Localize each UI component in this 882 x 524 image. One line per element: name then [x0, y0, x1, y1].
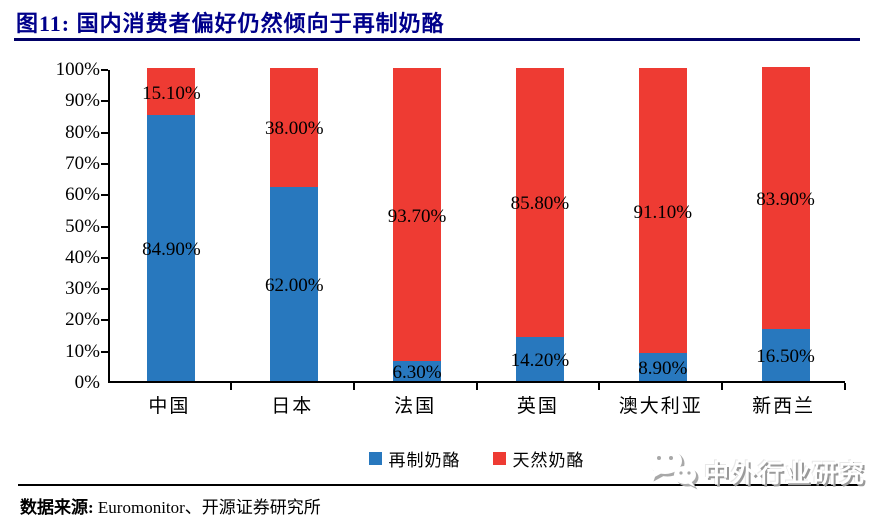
y-axis-label: 70% [65, 152, 100, 174]
bar-value-label-natural: 83.90% [756, 189, 815, 211]
data-source-text: Euromonitor、开源证券研究所 [93, 498, 321, 517]
x-category-label: 澳大利亚 [618, 396, 703, 417]
y-axis-label: 50% [65, 215, 100, 237]
bar-value-label-processed: 14.20% [510, 349, 570, 371]
legend-item: 再制奶酪 [368, 446, 461, 471]
bar-segment-natural [761, 66, 810, 330]
figure-title: 图11: 国内消费者偏好仍然倾向于再制奶酪 [16, 11, 445, 36]
bar-value-label-processed: 6.30% [392, 362, 442, 384]
bar-segment-natural [270, 68, 319, 187]
x-category-label: 英国 [516, 396, 559, 417]
x-axis-tick [844, 383, 846, 390]
legend-item: 天然奶酪 [492, 446, 585, 471]
x-axis-tick [475, 383, 478, 390]
y-axis-tick [101, 69, 108, 71]
y-axis-label: 40% [65, 246, 100, 268]
legend-swatch [492, 452, 506, 465]
bar-value-label-natural: 38.00% [264, 118, 324, 140]
x-category-label: 法国 [394, 396, 437, 417]
y-axis-tick [101, 288, 108, 291]
bar-segment-processed [393, 361, 442, 381]
y-axis-tick [101, 194, 108, 197]
legend-swatch [368, 452, 382, 465]
y-axis-tick [101, 319, 108, 322]
bar-value-label-natural: 91.10% [633, 201, 693, 223]
footer-divider [18, 484, 862, 486]
y-axis-tick [101, 162, 108, 165]
wechat-icon [644, 446, 700, 497]
title-divider [14, 38, 860, 41]
x-category-label: 日本 [271, 396, 314, 417]
bar-segment-processed [147, 115, 196, 381]
data-source-line: 数据来源: Euromonitor、开源证券研究所 [20, 493, 321, 518]
x-axis-tick [598, 383, 601, 390]
y-axis-tick [101, 256, 108, 259]
bar-value-label-natural: 93.70% [387, 205, 447, 227]
bar-segment-processed [761, 329, 810, 381]
chart-plot-area: 84.90% 15.10% 62.00% 38.00% 6.30% 93.70% 14.20… [108, 66, 845, 384]
y-axis-label: 60% [65, 184, 100, 206]
y-axis-label: 100% [55, 59, 100, 80]
bar-value-label-natural: 85.80% [510, 193, 570, 215]
x-category-label: 新西兰 [752, 396, 816, 417]
x-axis-tick [352, 383, 355, 390]
bar-segment-natural [147, 68, 196, 116]
y-axis-label: 80% [65, 121, 100, 143]
y-axis-tick [101, 131, 108, 134]
bar-segment-natural [393, 68, 442, 362]
bar-segment-processed [638, 353, 687, 381]
y-axis-label: 20% [65, 309, 100, 331]
y-axis-label: 0% [74, 372, 100, 393]
y-axis-label: 90% [65, 90, 100, 112]
bar-value-label-processed: 62.00% [264, 274, 324, 296]
legend-label: 天然奶酪 [512, 451, 585, 470]
x-axis-tick [229, 383, 232, 390]
bar-segment-processed [270, 186, 319, 381]
bar-value-label-processed: 16.50% [756, 346, 815, 368]
x-category-label: 中国 [148, 396, 191, 417]
chart-legend: 再制奶酪 天然奶酪 [108, 446, 845, 471]
legend-label: 再制奶酪 [388, 451, 461, 470]
y-axis-tick [101, 100, 108, 103]
bar-segment-processed [515, 336, 564, 381]
data-source-prefix: 数据来源: [20, 498, 94, 517]
bar-value-label-processed: 84.90% [142, 239, 201, 261]
y-axis-tick [101, 350, 108, 353]
bar-segment-natural [638, 68, 687, 354]
bar-value-label-processed: 8.90% [638, 358, 688, 380]
bar-segment-natural [515, 68, 564, 337]
y-axis-label: 30% [65, 278, 100, 300]
x-axis-tick [721, 383, 724, 390]
watermark-label: 中外行业研究 [703, 460, 866, 488]
y-axis-label: 10% [65, 340, 100, 362]
bar-value-label-natural: 15.10% [142, 82, 201, 104]
y-axis-tick [101, 225, 108, 228]
watermark: 中外行业研究 [644, 446, 866, 497]
